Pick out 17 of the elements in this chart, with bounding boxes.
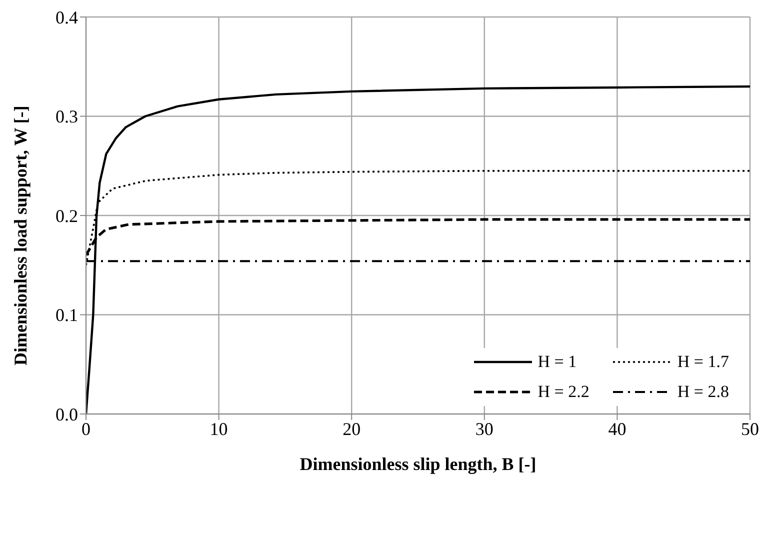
y-tick-label: 0.1	[56, 305, 78, 326]
x-tick-label: 0	[82, 418, 90, 439]
x-tick-label: 20	[342, 418, 361, 439]
y-tick-label: 0.3	[56, 106, 78, 127]
x-axis-title: Dimensionless slip length, B [-]	[300, 454, 536, 474]
x-tick-label: 40	[608, 418, 626, 439]
y-axis-title: Dimensionless load support, W [-]	[10, 106, 30, 366]
legend-label: H = 2.2	[538, 382, 590, 402]
y-tick-label: 0.2	[56, 206, 78, 226]
x-tick-label: 30	[475, 418, 494, 439]
legend-label: H = 1	[538, 352, 577, 372]
legend-label: H = 2.8	[677, 382, 729, 402]
x-tick-label: 10	[210, 418, 228, 439]
y-tick-label: 0.0	[56, 404, 78, 424]
x-tick-label: 50	[741, 418, 759, 439]
y-tick-label: 0.4	[56, 7, 78, 28]
legend-label: H = 1.7	[677, 352, 729, 372]
